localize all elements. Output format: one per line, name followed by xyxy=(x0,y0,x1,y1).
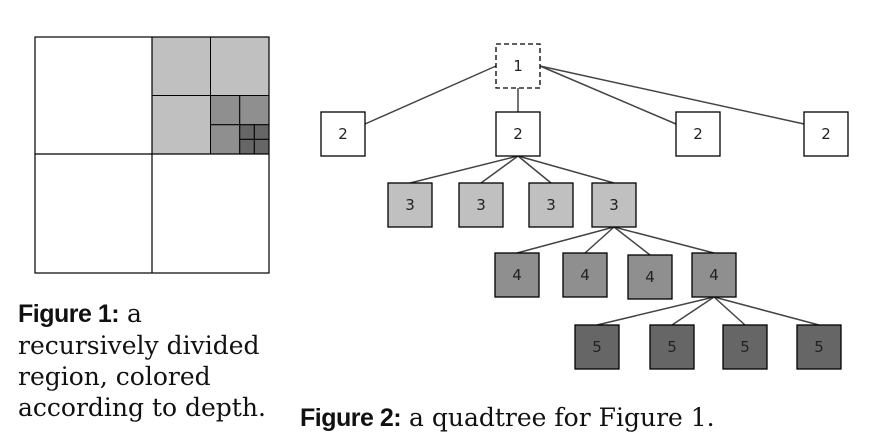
tree-edge xyxy=(596,296,715,326)
tree-node-label: 1 xyxy=(513,57,523,75)
tree-node-box xyxy=(458,182,504,228)
tree-node-label: 2 xyxy=(821,125,831,143)
tree-node-label: 3 xyxy=(546,196,556,214)
region-cell-depth4 xyxy=(210,124,241,155)
tree-node-depth5: 5 xyxy=(574,324,620,370)
tree-node-depth3: 3 xyxy=(458,182,504,228)
tree-node-label: 5 xyxy=(814,338,824,356)
tree-edges xyxy=(364,65,820,326)
tree-node-depth4: 4 xyxy=(562,252,608,298)
tree-node-depth4: 4 xyxy=(627,254,673,300)
tree-node-depth3: 3 xyxy=(387,182,433,228)
tree-node-label: 3 xyxy=(609,196,619,214)
tree-node-label: 3 xyxy=(476,196,486,214)
tree-node-depth2: 2 xyxy=(803,111,849,157)
figure2-caption-label: Figure 2: xyxy=(300,404,402,432)
tree-node-box xyxy=(495,43,541,89)
tree-node-depth2: 2 xyxy=(675,111,721,157)
tree-node-depth4: 4 xyxy=(494,252,540,298)
figure2-caption: Figure 2: a quadtree for Figure 1. xyxy=(300,402,715,434)
region-cell-depth5 xyxy=(239,138,255,155)
region-cell-depth4 xyxy=(239,95,270,126)
tree-edge xyxy=(613,226,715,254)
tree-edge xyxy=(364,65,497,125)
tree-edge xyxy=(613,226,651,256)
tree-node-depth4: 4 xyxy=(691,252,737,298)
tree-node-label: 5 xyxy=(592,338,602,356)
tree-node-box xyxy=(562,252,608,298)
tree-edge xyxy=(539,65,677,125)
tree-edge xyxy=(480,155,519,184)
tree-node-box xyxy=(320,111,366,157)
tree-node-depth2: 2 xyxy=(495,111,541,157)
tree-node-box xyxy=(803,111,849,157)
tree-node-box xyxy=(528,182,574,228)
tree-node-label: 5 xyxy=(667,338,677,356)
figure2-caption-text: a quadtree for Figure 1. xyxy=(401,403,715,432)
tree-node-box xyxy=(387,182,433,228)
tree-node-depth5: 5 xyxy=(649,324,695,370)
tree-node-box xyxy=(722,324,768,370)
tree-edge xyxy=(539,65,805,125)
tree-node-depth1: 1 xyxy=(495,43,541,89)
tree-edge xyxy=(409,155,519,184)
figure1-caption-label: Figure 1: xyxy=(18,300,120,328)
tree-node-label: 4 xyxy=(709,266,719,284)
tree-edge xyxy=(584,226,615,254)
tree-node-label: 5 xyxy=(740,338,750,356)
tree-node-box xyxy=(494,252,540,298)
region-cell-depth4 xyxy=(210,95,241,126)
tree-node-depth5: 5 xyxy=(796,324,842,370)
tree-node-box xyxy=(691,252,737,298)
tree-edge xyxy=(713,296,746,326)
tree-node-label: 4 xyxy=(645,268,655,286)
tree-node-depth3: 3 xyxy=(591,182,637,228)
tree-node-box xyxy=(649,324,695,370)
tree-node-depth3: 3 xyxy=(528,182,574,228)
tree-edge xyxy=(517,155,552,184)
tree-edge xyxy=(517,155,615,184)
tree-node-label: 2 xyxy=(338,125,348,143)
tree-nodes: 1 2 2 2 2 3 3 3 3 4 4 4 4 5 5 5 5 xyxy=(320,43,849,370)
region-cell-depth5 xyxy=(239,124,255,140)
tree-node-box xyxy=(495,111,541,157)
region-cell-depth3 xyxy=(151,95,211,155)
tree-node-label: 4 xyxy=(512,266,522,284)
region-cell-depth5 xyxy=(253,138,270,155)
tree-node-box xyxy=(574,324,620,370)
tree-edge xyxy=(671,296,715,326)
tree-node-depth2: 2 xyxy=(320,111,366,157)
tree-node-box xyxy=(627,254,673,300)
region-cell-depth3 xyxy=(210,36,270,96)
region-cell-depth3 xyxy=(151,36,211,96)
tree-edge xyxy=(516,226,615,254)
tree-edge xyxy=(713,296,820,326)
tree-node-box xyxy=(591,182,637,228)
region-cell-depth5 xyxy=(253,124,270,140)
tree-node-label: 2 xyxy=(693,125,703,143)
figure1-caption-text: a recursively divided region, colored ac… xyxy=(18,299,266,422)
tree-node-depth5: 5 xyxy=(722,324,768,370)
divided-region-figure xyxy=(34,36,270,274)
tree-node-box xyxy=(675,111,721,157)
tree-node-label: 4 xyxy=(580,266,590,284)
tree-node-label: 3 xyxy=(405,196,415,214)
figure1-caption: Figure 1: a recursively divided region, … xyxy=(18,298,288,423)
tree-node-label: 2 xyxy=(513,125,523,143)
tree-node-box xyxy=(796,324,842,370)
